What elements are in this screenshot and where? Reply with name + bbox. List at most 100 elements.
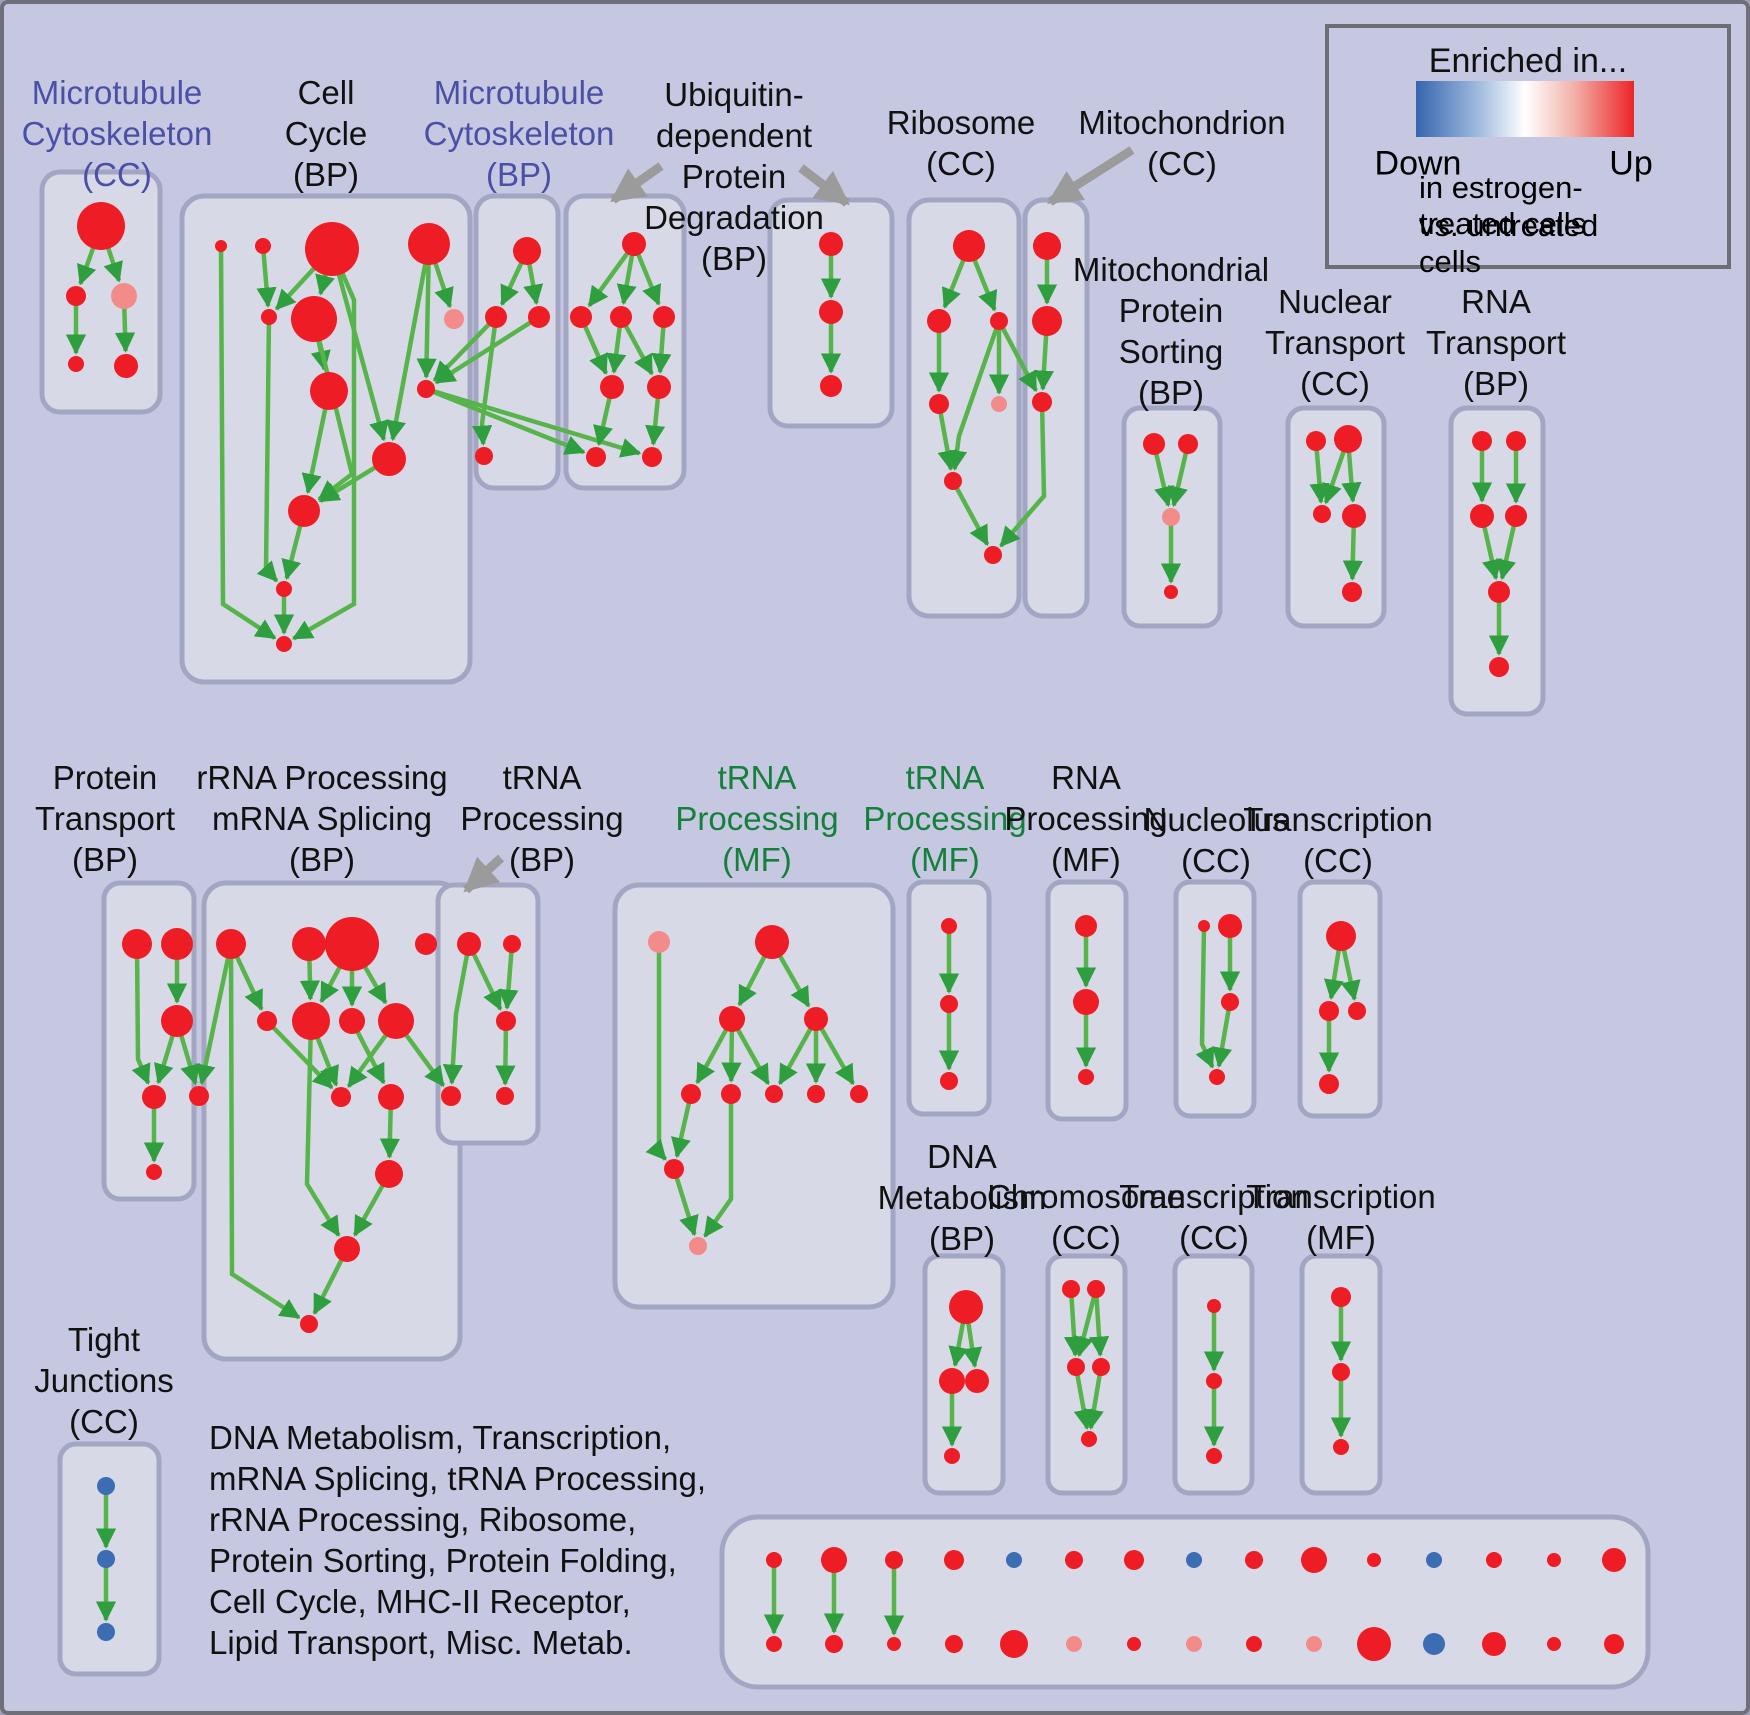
cluster-box-chromosome-box xyxy=(1045,1253,1128,1496)
gene-node-u3 xyxy=(653,306,675,328)
cluster-label-rna-transport: RNA Transport (BP) xyxy=(1426,281,1566,404)
edge-a12-a13 xyxy=(312,1258,344,1315)
gene-node-bb12 xyxy=(1423,1633,1445,1655)
cluster-label-ubiquitin-line-2: dependent xyxy=(655,117,812,154)
cluster-box-protein-transport-box xyxy=(101,880,197,1202)
gene-node-t1 xyxy=(457,932,481,956)
gene-node-a10 xyxy=(378,1084,404,1110)
edge-u5-u7 xyxy=(645,397,666,446)
gene-node-ms4 xyxy=(1164,585,1178,599)
gene-node-p4 xyxy=(142,1085,166,1109)
edge-f3-f6 xyxy=(721,1030,742,1083)
gene-node-n1 xyxy=(255,238,271,254)
gene-node-n12 xyxy=(276,636,292,652)
cluster-label-mito-protein-sorting-line-1: Mitochondrial xyxy=(1072,251,1270,288)
gene-node-ms2 xyxy=(1178,434,1198,454)
edge-n8-u6 xyxy=(432,389,586,455)
gene-node-bt11 xyxy=(1367,1553,1381,1567)
gene-node-t5 xyxy=(496,1087,514,1105)
cluster-label-misc-clusters-line-1: DNA Metabolism, Transcription, xyxy=(209,1419,672,1456)
edge-f2-f4 xyxy=(777,954,811,1008)
edge-mb1-mb3 xyxy=(523,263,544,305)
gene-node-f7 xyxy=(765,1085,783,1103)
gene-node-mb2 xyxy=(485,306,507,328)
cluster-label-transcription-cc-1-line-1: Transcription xyxy=(1243,801,1433,838)
gene-node-j2 xyxy=(97,1550,115,1568)
edge-a3-a8 xyxy=(362,965,388,1005)
gene-node-rb2 xyxy=(927,309,951,333)
cluster-label-microtubule-cc-line-1: Microtubule xyxy=(31,74,203,111)
cluster-label-rna-transport-line-2: Transport xyxy=(1426,324,1566,361)
gene-node-a2 xyxy=(292,927,326,961)
gene-node-u0 xyxy=(622,232,646,256)
legend-up-label: Up xyxy=(1609,144,1653,183)
gene-node-mt2 xyxy=(1032,306,1062,336)
edge-c2-c4 xyxy=(1088,1296,1110,1357)
cluster-label-dna-metabolism: DNA Metabolism (BP) xyxy=(878,1136,1047,1259)
gene-node-n8 xyxy=(417,380,435,398)
edge-l3-l4 xyxy=(1212,1009,1233,1068)
gene-node-t4 xyxy=(441,1086,461,1106)
cluster-label-trna-processing-mf-1-line-2: Processing xyxy=(675,800,839,837)
gene-node-g4 xyxy=(1319,1074,1339,1094)
cluster-label-trna-processing-mf-2-line-3: (MF) xyxy=(910,841,980,878)
gene-node-rt1 xyxy=(1472,431,1492,451)
edge-c2-c3 xyxy=(1073,1296,1097,1358)
edge-a2-a6 xyxy=(299,959,321,1001)
gene-node-v1 xyxy=(819,232,843,256)
edge-n3-n8 xyxy=(416,263,437,379)
cluster-box-transcription-cc-box xyxy=(1297,879,1383,1119)
gene-node-bt15 xyxy=(1602,1548,1626,1572)
cluster-label-cell-cycle-line-2: Cycle xyxy=(284,115,368,152)
cluster-label-tight-junctions-line-3: (CC) xyxy=(69,1403,139,1440)
cluster-label-rrna-processing-line-2: mRNA Splicing xyxy=(211,800,433,837)
cluster-label-ribosome: Ribosome (CC) xyxy=(887,102,1036,184)
gene-node-rb7 xyxy=(984,546,1002,564)
gene-node-bb13 xyxy=(1482,1632,1506,1656)
gene-node-p1 xyxy=(122,929,152,959)
legend-down-label: Down xyxy=(1374,144,1462,183)
edge-a8-t4 xyxy=(404,1033,446,1087)
gene-node-l3 xyxy=(1221,993,1239,1011)
edge-a8-a9 xyxy=(346,1033,388,1088)
edge-a3-a6 xyxy=(319,965,342,1004)
label-pointer-arrow-4 xyxy=(462,854,505,894)
gene-node-t2 xyxy=(503,935,521,953)
gene-node-rb5 xyxy=(991,396,1007,412)
cluster-label-cell-cycle-line-3: (BP) xyxy=(293,156,359,193)
gene-node-mc5 xyxy=(114,354,138,378)
gene-node-bb4 xyxy=(945,1635,963,1653)
edge-n1-n4 xyxy=(256,252,277,308)
gene-node-h2 xyxy=(1206,1373,1222,1389)
cluster-label-tight-junctions-line-2: Junctions xyxy=(34,1362,174,1399)
gene-node-bt12 xyxy=(1426,1552,1442,1568)
edge-f10-f11 xyxy=(674,1176,699,1237)
cluster-label-ubiquitin-line-1: Ubiquitin- xyxy=(664,76,804,113)
gene-node-g3 xyxy=(1348,1002,1366,1020)
gene-node-bb7 xyxy=(1127,1637,1141,1651)
cluster-box-cell-cycle-box xyxy=(179,193,473,685)
gene-node-bt9 xyxy=(1245,1551,1263,1569)
gene-node-n2 xyxy=(305,222,359,276)
edge-mc1-mc3 xyxy=(103,247,123,283)
gene-node-rt4 xyxy=(1505,505,1527,527)
legend-subtitle-2: vs. untreated cells xyxy=(1419,208,1599,279)
gene-node-t3 xyxy=(496,1011,516,1031)
gene-node-m3 xyxy=(1333,1439,1349,1455)
gene-node-bt13 xyxy=(1486,1552,1502,1568)
gene-node-rt2 xyxy=(1506,431,1526,451)
gene-node-f11 xyxy=(689,1237,707,1255)
gene-node-f3 xyxy=(719,1006,745,1032)
gene-node-d3 xyxy=(965,1369,989,1393)
edge-nt4-nt5 xyxy=(1342,526,1363,581)
gene-node-g2 xyxy=(1319,1001,1339,1021)
gene-node-u4 xyxy=(600,375,624,399)
gene-node-u6 xyxy=(586,447,606,467)
gene-node-l4 xyxy=(1209,1069,1225,1085)
gene-node-ms1 xyxy=(1143,433,1165,455)
edge-u0-u3 xyxy=(636,253,662,306)
gene-node-n6 xyxy=(444,309,464,329)
edge-mc3-mc5 xyxy=(114,307,136,353)
gene-node-f5 xyxy=(681,1084,701,1104)
